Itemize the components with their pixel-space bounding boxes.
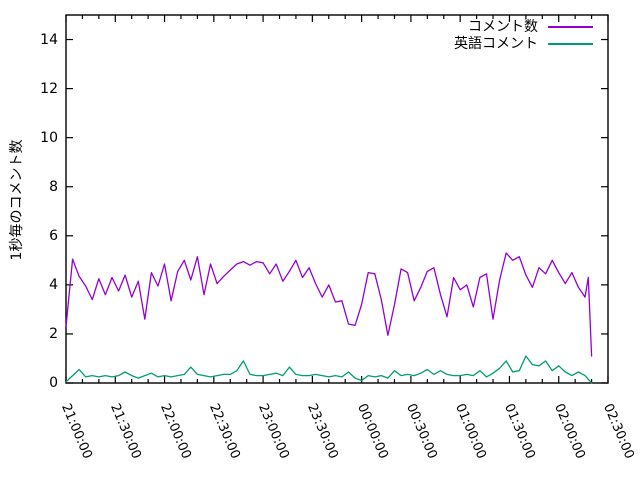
legend: コメント数 英語コメント xyxy=(454,18,593,52)
y-tick-label: 12 xyxy=(40,80,58,97)
y-tick-label: 2 xyxy=(49,325,58,342)
legend-label-english-comments: 英語コメント xyxy=(454,35,538,52)
legend-label-comments: コメント数 xyxy=(468,18,538,35)
legend-line-sample-english-comments xyxy=(548,42,593,45)
legend-line-sample-comments xyxy=(548,25,593,28)
plot-border xyxy=(65,14,609,384)
y-tick-label: 10 xyxy=(40,129,58,146)
y-tick-label: 8 xyxy=(49,178,58,195)
series-line-0 xyxy=(65,252,593,357)
legend-item-english-comments: 英語コメント xyxy=(454,35,593,52)
y-tick-label: 6 xyxy=(49,227,58,244)
legend-item-comments: コメント数 xyxy=(454,18,593,35)
series-line-1 xyxy=(65,355,593,384)
y-tick-label: 0 xyxy=(49,375,58,391)
y-tick-label: 4 xyxy=(49,276,58,293)
y-tick-label: 14 xyxy=(40,31,58,48)
